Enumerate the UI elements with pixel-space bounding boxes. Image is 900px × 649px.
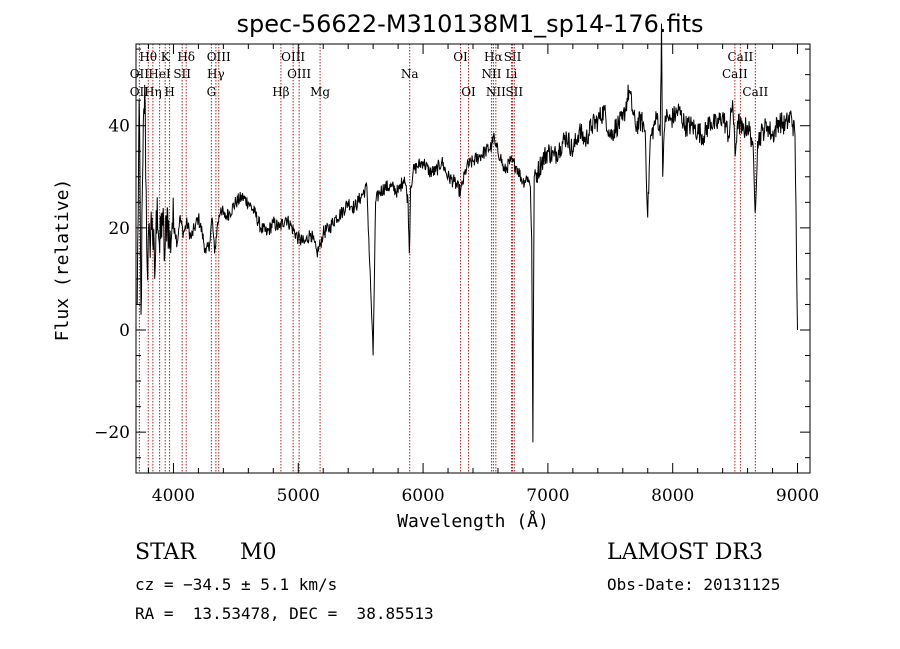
survey-name: LAMOST DR3 — [607, 540, 763, 565]
y-axis-label: Flux (relative) — [52, 179, 73, 342]
spectral-line-label: NII — [486, 85, 506, 99]
spectral-line-label: NII — [481, 67, 501, 81]
spectral-line-label: OI — [453, 50, 468, 64]
spectral-line-label: OII — [130, 67, 150, 81]
y-tick-label: −20 — [94, 423, 130, 443]
object-subclass: M0 — [240, 540, 277, 565]
plot-frame — [135, 43, 811, 474]
spectral-line-label: G — [207, 85, 217, 99]
spectral-line-label: CaII — [742, 85, 768, 99]
axis-ticks-layer: 4000 5000 6000 7000 8000 9000 −20 0 20 40 — [94, 44, 819, 506]
spectral-line-label: Hα — [484, 50, 503, 64]
object-class: STAR — [135, 540, 196, 565]
spectral-line-label: SII — [504, 50, 522, 64]
y-tick-label: 40 — [108, 117, 130, 137]
spectral-line-label: Na — [401, 67, 419, 81]
x-tick-label: 8000 — [651, 486, 694, 506]
x-tick-label: 9000 — [776, 486, 819, 506]
spectral-line-label: Mg — [310, 85, 330, 99]
spectral-line-label: K — [161, 50, 171, 64]
x-tick-label: 5000 — [277, 486, 320, 506]
x-tick-label: 7000 — [526, 486, 569, 506]
spectrum-series-line — [136, 23, 798, 443]
observation-date: Obs-Date: 20131125 — [607, 575, 781, 594]
spectral-line-label: CaII — [722, 67, 748, 81]
chart-title: spec-56622-M310138M1_sp14-176.fits — [236, 10, 703, 38]
x-tick-label: 6000 — [401, 486, 444, 506]
spectral-line-label: Hθ — [139, 50, 157, 64]
spectral-line-label: Hγ — [207, 67, 225, 81]
spectral-line-label: H — [164, 85, 174, 99]
spectral-line-label: OIII — [281, 50, 305, 64]
spectral-line-label: OIII — [287, 67, 311, 81]
y-tick-label: 0 — [119, 321, 130, 341]
redshift-velocity: cz = −34.5 ± 5.1 km/s — [135, 575, 338, 594]
spectral-line-label: Hη — [144, 85, 162, 99]
spectral-line-label: CaII — [727, 50, 753, 64]
y-tick-label: 20 — [108, 219, 130, 239]
spectral-line-label: SII — [173, 67, 191, 81]
spectral-line-label: OIII — [207, 50, 231, 64]
x-tick-label: 4000 — [152, 486, 195, 506]
spectral-line-label: SII — [505, 85, 523, 99]
spectral-line-label: Li — [506, 67, 518, 81]
sky-coordinates: RA = 13.53478, DEC = 38.85513 — [135, 604, 434, 623]
spectral-line-label: Hβ — [272, 85, 289, 99]
spectral-line-label: HeI — [148, 67, 171, 81]
spectral-line-label: OI — [461, 85, 476, 99]
spectral-line-label: Hδ — [177, 50, 195, 64]
x-axis-label: Wavelength (Å) — [397, 510, 549, 532]
